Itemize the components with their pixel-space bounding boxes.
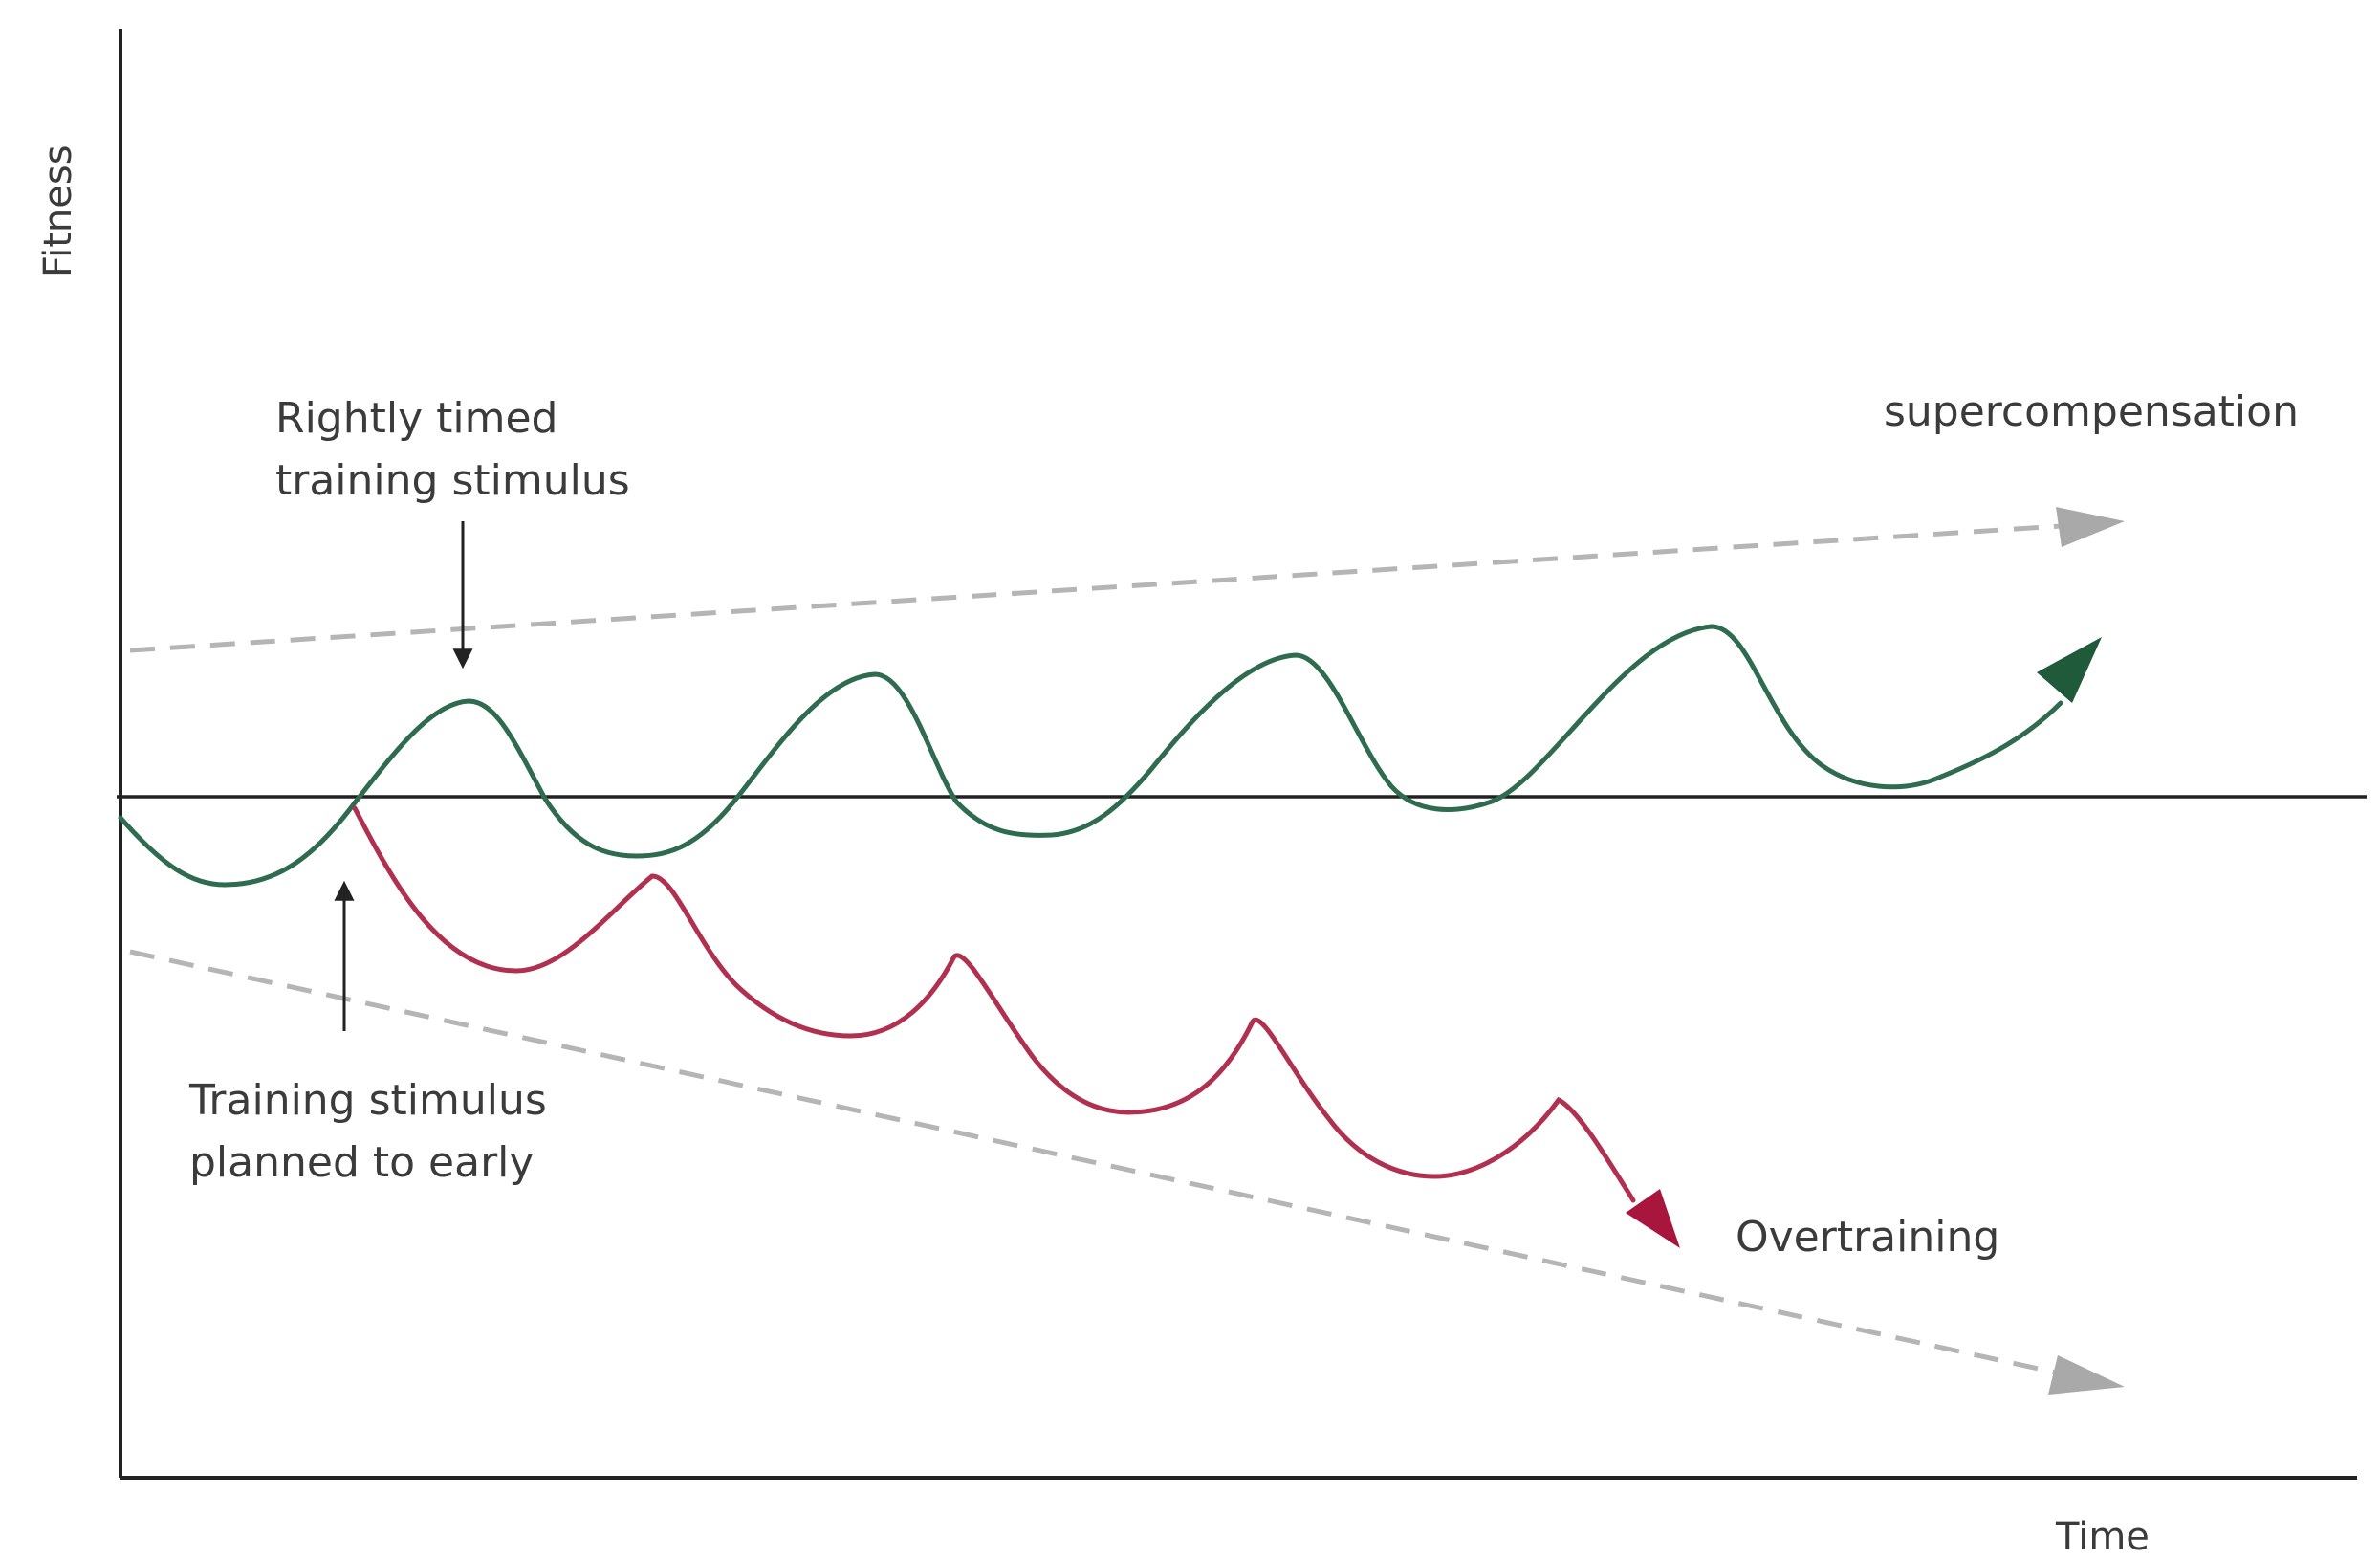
- overtraining-curve-arrowhead: [1626, 1189, 1680, 1248]
- rightly-timed-label-line2: training stimulus: [275, 456, 630, 505]
- rightly-timed-label-line1: Rightly timed: [275, 394, 557, 443]
- y-axis-label: Fitness: [36, 144, 80, 277]
- too-early-label-line1: Training stimulus: [188, 1076, 547, 1125]
- supercompensation-curve: [118, 624, 2063, 888]
- overtraining-trend-line: [129, 949, 2057, 1375]
- overtraining-label: Overtraining: [1736, 1213, 1999, 1262]
- supercompensation-trend-line: [129, 523, 2062, 653]
- overtraining-curve: [352, 805, 1636, 1203]
- overtraining-trend-arrowhead: [2048, 1355, 2125, 1395]
- supercompensation-curve-arrowhead: [2037, 637, 2102, 703]
- x-axis-label: Time: [2055, 1515, 2150, 1559]
- too-early-label-line2: planned to early: [189, 1138, 534, 1187]
- supercompensation-trend-arrowhead: [2056, 507, 2125, 547]
- supercompensation-label: supercompensation: [1884, 387, 2299, 436]
